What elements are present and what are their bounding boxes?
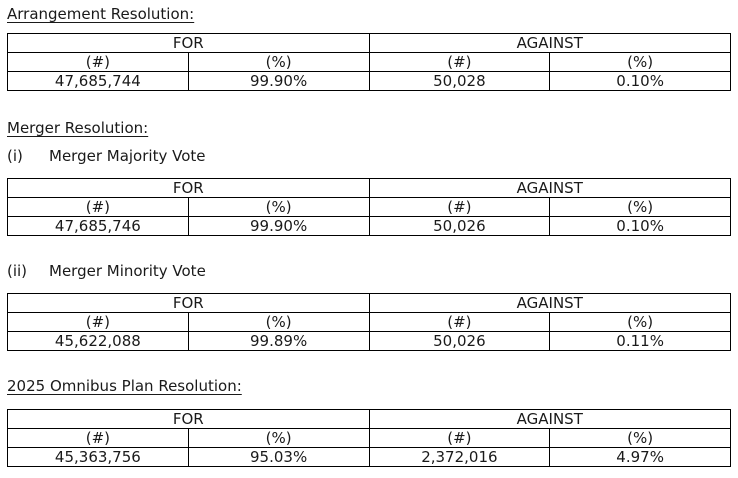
arrangement-resolution-heading: Arrangement Resolution: bbox=[7, 5, 195, 23]
for-column-header: FOR bbox=[7, 293, 370, 313]
against-pct-value: 0.10% bbox=[549, 71, 731, 91]
for-count-header: (#) bbox=[7, 52, 189, 72]
for-pct-value: 99.90% bbox=[187, 216, 370, 236]
against-count-value: 50,026 bbox=[368, 331, 551, 351]
for-count-header: (#) bbox=[7, 312, 189, 332]
for-pct-value: 99.89% bbox=[187, 331, 370, 351]
sub-item-label: Merger Minority Vote bbox=[49, 262, 206, 280]
for-count-header: (#) bbox=[7, 428, 189, 448]
list-marker: (i) bbox=[7, 147, 23, 165]
against-count-value: 2,372,016 bbox=[368, 447, 551, 467]
against-count-value: 50,028 bbox=[368, 71, 551, 91]
for-count-header: (#) bbox=[7, 197, 189, 217]
against-count-header: (#) bbox=[368, 52, 551, 72]
against-column-header: AGAINST bbox=[368, 33, 731, 53]
against-pct-value: 0.10% bbox=[549, 216, 731, 236]
table-row: 45,622,088 99.89% 50,026 0.11% bbox=[7, 331, 731, 351]
against-count-value: 50,026 bbox=[368, 216, 551, 236]
table-row: 45,363,756 95.03% 2,372,016 4.97% bbox=[7, 447, 731, 467]
for-column-header: FOR bbox=[7, 33, 370, 53]
for-column-header: FOR bbox=[7, 409, 370, 429]
against-column-header: AGAINST bbox=[368, 293, 731, 313]
against-pct-header: (%) bbox=[549, 52, 731, 72]
merger-majority-vote-table: FOR AGAINST (#) (%) (#) (%) 47,685,746 9… bbox=[7, 178, 731, 236]
merger-minority-vote-subheading: (ii) Merger Minority Vote bbox=[7, 263, 731, 279]
for-column-header: FOR bbox=[7, 178, 370, 198]
arrangement-resolution-table: FOR AGAINST (#) (%) (#) (%) 47,685,744 9… bbox=[7, 33, 731, 91]
sub-item-label: Merger Majority Vote bbox=[49, 147, 206, 165]
against-count-header: (#) bbox=[368, 312, 551, 332]
for-pct-header: (%) bbox=[187, 52, 370, 72]
table-row: 47,685,744 99.90% 50,028 0.10% bbox=[7, 71, 731, 91]
for-count-value: 45,622,088 bbox=[7, 331, 189, 351]
for-pct-value: 95.03% bbox=[187, 447, 370, 467]
against-pct-header: (%) bbox=[549, 428, 731, 448]
for-count-value: 45,363,756 bbox=[7, 447, 189, 467]
for-pct-header: (%) bbox=[187, 428, 370, 448]
against-column-header: AGAINST bbox=[368, 178, 731, 198]
against-count-header: (#) bbox=[368, 428, 551, 448]
against-column-header: AGAINST bbox=[368, 409, 731, 429]
merger-minority-vote-table: FOR AGAINST (#) (%) (#) (%) 45,622,088 9… bbox=[7, 293, 731, 351]
table-row: 47,685,746 99.90% 50,026 0.10% bbox=[7, 216, 731, 236]
against-pct-header: (%) bbox=[549, 197, 731, 217]
for-pct-header: (%) bbox=[187, 197, 370, 217]
for-pct-value: 99.90% bbox=[187, 71, 370, 91]
for-pct-header: (%) bbox=[187, 312, 370, 332]
for-count-value: 47,685,746 bbox=[7, 216, 189, 236]
against-pct-value: 0.11% bbox=[549, 331, 731, 351]
for-count-value: 47,685,744 bbox=[7, 71, 189, 91]
against-pct-value: 4.97% bbox=[549, 447, 731, 467]
against-count-header: (#) bbox=[368, 197, 551, 217]
omnibus-plan-resolution-heading: 2025 Omnibus Plan Resolution: bbox=[7, 377, 242, 395]
merger-resolution-heading: Merger Resolution: bbox=[7, 119, 149, 137]
omnibus-plan-resolution-table: FOR AGAINST (#) (%) (#) (%) 45,363,756 9… bbox=[7, 409, 731, 467]
merger-majority-vote-subheading: (i) Merger Majority Vote bbox=[7, 148, 731, 164]
list-marker: (ii) bbox=[7, 262, 28, 280]
against-pct-header: (%) bbox=[549, 312, 731, 332]
